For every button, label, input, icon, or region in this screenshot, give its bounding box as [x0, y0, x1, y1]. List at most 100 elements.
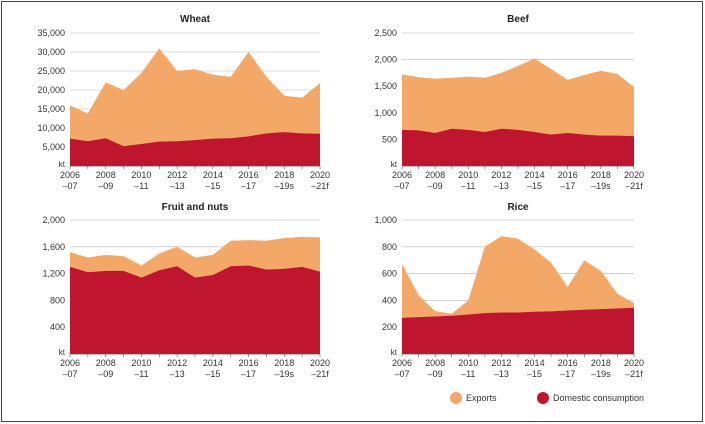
x-tick-label: 2014 — [203, 358, 223, 368]
x-tick-label-sub: –07 — [62, 369, 77, 379]
chart-title: Beef — [507, 14, 529, 25]
x-tick-label-sub: –19s — [275, 369, 295, 379]
legend-domestic-label: Domestic consumption — [553, 393, 644, 403]
x-tick-label: 2010 — [458, 358, 478, 368]
series-domestic-area — [70, 265, 320, 354]
x-tick-label: 2020 — [310, 358, 330, 368]
x-tick-label-sub: –21f — [625, 181, 643, 191]
x-tick-label: 2012 — [491, 358, 511, 368]
legend-exports-swatch — [450, 392, 462, 404]
x-tick-label: 2010 — [458, 170, 478, 180]
y-tick-label: 1,000 — [374, 215, 397, 225]
chart-title: Wheat — [180, 14, 211, 25]
y-tick-label: 30,000 — [37, 47, 65, 57]
y-tick-label: 600 — [382, 269, 397, 279]
x-tick-label-sub: –21f — [311, 369, 329, 379]
x-tick-label-sub: –11 — [461, 181, 475, 191]
legend-domestic-swatch — [537, 392, 549, 404]
x-tick-label: 2020 — [624, 170, 644, 180]
x-tick-label: 2008 — [425, 358, 445, 368]
chart-wheat: Wheat 5,000 10,000 15,000 20,000 25,000 30,000… — [37, 14, 330, 191]
x-tick-label-sub: –17 — [241, 181, 256, 191]
x-tick-label-sub: –09 — [98, 181, 113, 191]
x-tick-label: 2016 — [239, 358, 259, 368]
y-tick-label: 2,000 — [374, 55, 397, 65]
y-tick-label: 1,200 — [42, 269, 65, 279]
x-tick-label: 2018 — [274, 170, 294, 180]
x-tick-label-sub: –07 — [62, 181, 77, 191]
y-tick-label: 5,000 — [42, 142, 65, 152]
x-tick-label-sub: –21f — [311, 181, 329, 191]
chart-title: Fruit and nuts — [162, 202, 229, 213]
x-tick-label: 2016 — [558, 358, 578, 368]
x-tick-label-sub: –15 — [527, 369, 542, 379]
unit-label: kt — [59, 348, 66, 357]
x-tick-label: 2014 — [203, 170, 223, 180]
y-tick-label: 20,000 — [37, 85, 65, 95]
x-tick-label: 2006 — [60, 170, 80, 180]
y-tick-label: 2,000 — [42, 215, 65, 225]
x-tick-label-sub: –17 — [560, 369, 575, 379]
x-tick-label: 2008 — [96, 170, 116, 180]
x-tick-label: 2018 — [591, 170, 611, 180]
y-tick-label: 400 — [382, 295, 397, 305]
x-tick-label: 2008 — [96, 358, 116, 368]
x-tick-label: 2018 — [591, 358, 611, 368]
x-tick-label: 2006 — [392, 170, 412, 180]
x-tick-label-sub: –17 — [560, 181, 575, 191]
x-tick-label-sub: –17 — [241, 369, 256, 379]
y-tick-label: 1,500 — [374, 81, 397, 91]
x-tick-label: 2008 — [425, 170, 445, 180]
y-tick-label: 500 — [382, 134, 397, 144]
x-tick-label-sub: –15 — [205, 181, 220, 191]
x-tick-label-sub: –19s — [591, 369, 611, 379]
y-tick-label: 10,000 — [37, 123, 65, 133]
x-tick-label-sub: –15 — [527, 181, 542, 191]
x-tick-label-sub: –11 — [134, 369, 148, 379]
x-tick-label-sub: –11 — [461, 369, 475, 379]
x-tick-label: 2016 — [558, 170, 578, 180]
x-tick-label-sub: –13 — [494, 181, 509, 191]
y-tick-label: 35,000 — [37, 28, 65, 38]
series-domestic-area — [402, 307, 634, 354]
x-tick-label: 2006 — [392, 358, 412, 368]
y-tick-label: 1,600 — [42, 242, 65, 252]
chart-fruit-and-nuts: Fruit and nuts4008001,2001,6002,000kt200… — [42, 202, 330, 379]
x-tick-label: 2012 — [491, 170, 511, 180]
x-tick-label: 2016 — [239, 170, 259, 180]
y-tick-label: 800 — [50, 295, 65, 305]
x-tick-label-sub: –07 — [394, 181, 409, 191]
y-tick-label: 2,500 — [374, 28, 397, 38]
x-tick-label: 2012 — [167, 170, 187, 180]
x-tick-label-sub: –11 — [134, 181, 148, 191]
series-domestic-area — [402, 128, 634, 166]
y-tick-label: 400 — [50, 322, 65, 332]
y-tick-label: 200 — [382, 322, 397, 332]
y-tick-label: 15,000 — [37, 104, 65, 114]
x-tick-label: 2006 — [60, 358, 80, 368]
x-tick-label-sub: –19s — [591, 181, 611, 191]
x-tick-label: 2012 — [167, 358, 187, 368]
y-tick-label: 1,000 — [374, 108, 397, 118]
x-tick-label: 2020 — [310, 170, 330, 180]
y-tick-label: 800 — [382, 242, 397, 252]
x-tick-label-sub: –21f — [625, 369, 643, 379]
x-tick-label-sub: –13 — [170, 369, 185, 379]
unit-label: kt — [59, 160, 66, 169]
legend-exports-label: Exports — [466, 393, 497, 403]
x-tick-label: 2020 — [624, 358, 644, 368]
x-tick-label-sub: –13 — [170, 181, 185, 191]
x-tick-label: 2018 — [274, 358, 294, 368]
x-tick-label-sub: –15 — [205, 369, 220, 379]
x-tick-label-sub: –09 — [428, 369, 443, 379]
x-tick-label-sub: –07 — [394, 369, 409, 379]
x-tick-label: 2010 — [131, 358, 151, 368]
x-tick-label-sub: –13 — [494, 369, 509, 379]
x-tick-label-sub: –09 — [428, 181, 443, 191]
x-tick-label: 2014 — [525, 170, 545, 180]
series-domestic-area — [70, 132, 320, 166]
